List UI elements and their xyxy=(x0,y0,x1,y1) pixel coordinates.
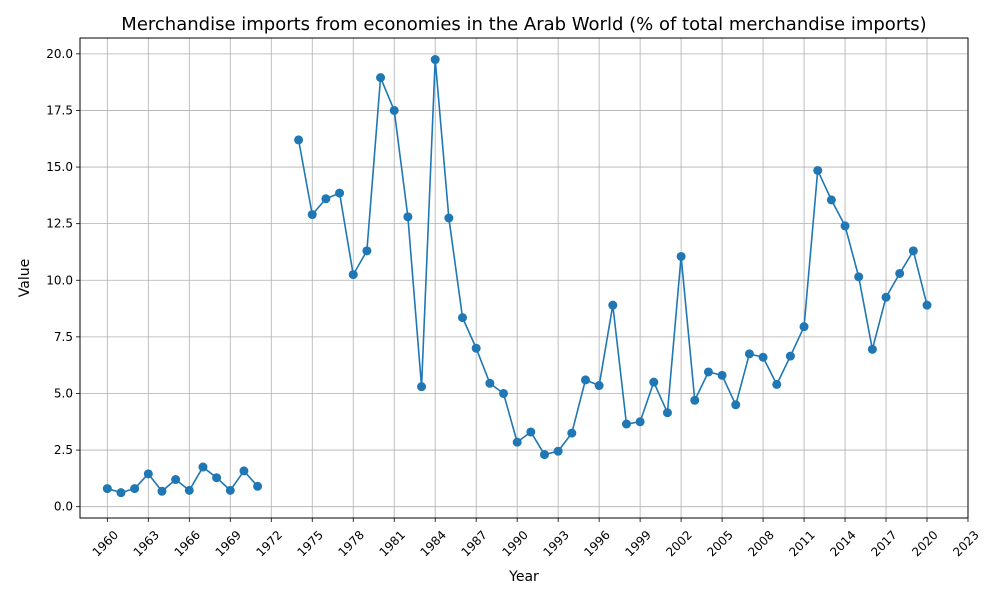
data-point xyxy=(157,486,167,496)
data-point xyxy=(458,313,468,323)
data-point xyxy=(212,473,222,483)
data-point xyxy=(335,188,345,198)
data-point xyxy=(307,210,317,220)
data-point xyxy=(744,349,754,359)
data-point xyxy=(621,419,631,429)
data-point xyxy=(840,221,850,231)
data-point xyxy=(417,382,427,392)
plot-frame xyxy=(79,37,969,519)
y-tick-label: 20.0 xyxy=(46,47,73,61)
y-tick-label: 12.5 xyxy=(46,217,73,231)
y-tick-label: 2.5 xyxy=(54,443,73,457)
data-points xyxy=(102,55,932,498)
data-point xyxy=(225,485,235,495)
data-point xyxy=(690,395,700,405)
data-point xyxy=(184,485,194,495)
data-point xyxy=(102,484,112,494)
data-point xyxy=(676,251,686,261)
data-point xyxy=(594,381,604,391)
data-point xyxy=(635,417,645,427)
data-point xyxy=(526,427,536,437)
data-point xyxy=(703,367,713,377)
data-point xyxy=(198,462,208,472)
data-point xyxy=(908,246,918,256)
y-tick-label: 17.5 xyxy=(46,103,73,117)
data-point xyxy=(758,352,768,362)
y-tick-label: 7.5 xyxy=(54,330,73,344)
y-tick-label: 0.0 xyxy=(54,500,73,514)
data-point xyxy=(512,437,522,447)
data-point xyxy=(171,475,181,485)
data-point xyxy=(854,272,864,282)
data-point xyxy=(253,481,263,491)
data-point xyxy=(430,55,440,65)
data-point xyxy=(580,375,590,385)
data-point xyxy=(403,212,413,222)
data-point xyxy=(553,446,563,456)
data-point xyxy=(895,268,905,278)
data-point xyxy=(294,135,304,145)
data-point xyxy=(799,322,809,332)
x-axis-label: Year xyxy=(508,569,539,585)
data-point xyxy=(321,194,331,204)
data-point xyxy=(717,370,727,380)
data-point xyxy=(389,105,399,115)
data-point xyxy=(539,450,549,460)
data-point xyxy=(471,343,481,353)
data-point xyxy=(608,300,618,310)
data-point xyxy=(143,469,153,479)
data-point xyxy=(649,377,659,387)
data-point xyxy=(881,292,891,302)
y-axis-label: Value xyxy=(17,259,33,297)
data-point xyxy=(348,270,358,280)
data-point xyxy=(567,428,577,438)
data-point xyxy=(362,246,372,256)
data-point xyxy=(826,195,836,205)
data-point xyxy=(867,344,877,354)
data-point xyxy=(130,484,140,494)
data-point xyxy=(662,408,672,418)
data-point xyxy=(731,400,741,410)
data-point xyxy=(376,73,386,83)
data-point xyxy=(785,351,795,361)
data-point xyxy=(772,379,782,389)
y-axis-ticks: 0.0 2.5 5.0 7.5 10.0 12.5 15.0 17.5 20.0 xyxy=(46,47,80,514)
y-tick-label: 15.0 xyxy=(46,160,73,174)
data-point xyxy=(813,165,823,175)
data-point xyxy=(485,378,495,388)
data-point xyxy=(499,388,509,398)
y-tick-label: 5.0 xyxy=(54,386,73,400)
data-point xyxy=(922,300,932,310)
data-point xyxy=(444,213,454,223)
data-point xyxy=(239,466,249,476)
y-tick-label: 10.0 xyxy=(46,273,73,287)
chart-title: Merchandise imports from economies in th… xyxy=(121,14,926,35)
data-point xyxy=(116,488,126,498)
